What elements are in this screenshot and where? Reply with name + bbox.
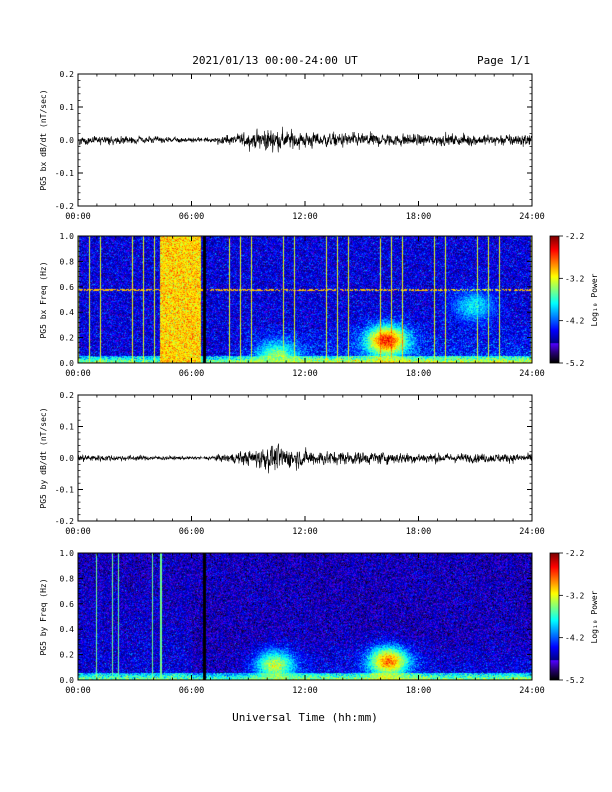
y-tick-label: 1.0: [60, 232, 75, 241]
y-tick-label: 0.4: [60, 625, 75, 634]
colorbar-2-label: Log₁₀ Power: [590, 590, 599, 643]
bx-timeseries-ylabel: PG5 bx dB/dt (nT/sec): [39, 89, 48, 190]
x-tick-label: 18:00: [406, 527, 432, 537]
bx-timeseries-panel: 00:00 06:00 12:00 18:00 24:00 0.2 0.1 0.0 -0.1 -0…: [39, 70, 545, 222]
by-timeseries-panel: 00:00 06:00 12:00 18:00 24:00 0.2 0.1 0.0 -0.1 -0…: [39, 391, 545, 537]
x-tick-label: 06:00: [179, 527, 205, 537]
x-tick-label: 12:00: [292, 212, 318, 222]
colorbar-tick-label: -3.2: [565, 591, 584, 600]
bx-spectrogram-image: [78, 236, 532, 363]
colorbar-tick-label: -5.2: [565, 359, 584, 368]
colorbar-1: -2.2 -3.2 -4.2 -5.2 Log₁₀ Power: [549, 232, 599, 368]
x-tick-label: 00:00: [65, 686, 91, 696]
colorbar-tick-label: -4.2: [565, 317, 584, 326]
y-tick-label: 0.2: [60, 391, 75, 400]
x-tick-label: 00:00: [65, 527, 91, 537]
x-tick-label: 12:00: [292, 369, 318, 379]
y-tick-label: 0.8: [60, 257, 75, 266]
y-tick-label: 0.4: [60, 308, 75, 317]
colorbar-1-gradient: [550, 236, 559, 363]
y-tick-label: -0.1: [55, 486, 74, 495]
bx-spectrogram-ylabel: PG5 bx Freq (Hz): [39, 261, 48, 338]
y-tick-label: 0.2: [60, 651, 75, 660]
x-tick-label: 06:00: [179, 686, 205, 696]
bx-spectrogram-panel: 00:00 06:00 12:00 18:00 24:00 1.0 0.8 0.6 0.4 0.2…: [39, 232, 545, 379]
by-spectrogram-ylabel: PG5 by Freq (Hz): [39, 578, 48, 655]
y-tick-label: 0.0: [60, 359, 75, 368]
colorbar-tick-label: -4.2: [565, 634, 584, 643]
x-tick-label: 00:00: [65, 369, 91, 379]
x-tick-label: 12:00: [292, 686, 318, 696]
colorbar-1-label: Log₁₀ Power: [590, 273, 599, 326]
x-tick-label: 00:00: [65, 212, 91, 222]
x-tick-label: 24:00: [519, 212, 545, 222]
x-tick-label: 24:00: [519, 369, 545, 379]
y-tick-label: 0.0: [60, 676, 75, 685]
x-tick-label: 06:00: [179, 369, 205, 379]
colorbar-tick-label: -2.2: [565, 232, 584, 241]
colorbar-tick-label: -3.2: [565, 274, 584, 283]
x-tick-label: 12:00: [292, 527, 318, 537]
y-tick-label: 0.2: [60, 70, 75, 79]
colorbar-tick-label: -5.2: [565, 676, 584, 685]
y-tick-label: 0.1: [60, 423, 75, 432]
y-tick-label: 0.2: [60, 334, 75, 343]
colorbar-2: -2.2 -3.2 -4.2 -5.2 Log₁₀ Power: [549, 549, 599, 685]
figure-title: 2021/01/13 00:00-24:00 UT: [192, 54, 358, 67]
y-tick-label: 0.0: [60, 136, 75, 145]
x-tick-label: 18:00: [406, 212, 432, 222]
y-tick-label: 1.0: [60, 549, 75, 558]
y-tick-label: 0.6: [60, 283, 75, 292]
x-tick-label: 24:00: [519, 686, 545, 696]
x-tick-label: 18:00: [406, 686, 432, 696]
y-tick-label: 0.6: [60, 600, 75, 609]
by-timeseries-line: [77, 443, 533, 474]
bx-timeseries-line: [77, 126, 533, 153]
colorbar-tick-label: -2.2: [565, 549, 584, 558]
y-tick-label: -0.2: [55, 517, 74, 526]
x-tick-label: 06:00: [179, 212, 205, 222]
x-tick-label: 18:00: [406, 369, 432, 379]
page-label: Page 1/1: [477, 54, 530, 67]
by-spectrogram-image: [78, 553, 532, 680]
y-tick-label: 0.1: [60, 103, 75, 112]
x-tick-label: 24:00: [519, 527, 545, 537]
x-axis-label: Universal Time (hh:mm): [232, 711, 378, 724]
y-tick-label: 0.0: [60, 454, 75, 463]
y-tick-label: -0.2: [55, 202, 74, 211]
by-timeseries-ylabel: PG5 by dB/dt (nT/sec): [39, 407, 48, 508]
colorbar-2-gradient: [550, 553, 559, 680]
y-tick-label: 0.8: [60, 574, 75, 583]
by-spectrogram-panel: 00:00 06:00 12:00 18:00 24:00 1.0 0.8 0.6 0.4 0.2…: [39, 549, 545, 696]
y-tick-label: -0.1: [55, 169, 74, 178]
